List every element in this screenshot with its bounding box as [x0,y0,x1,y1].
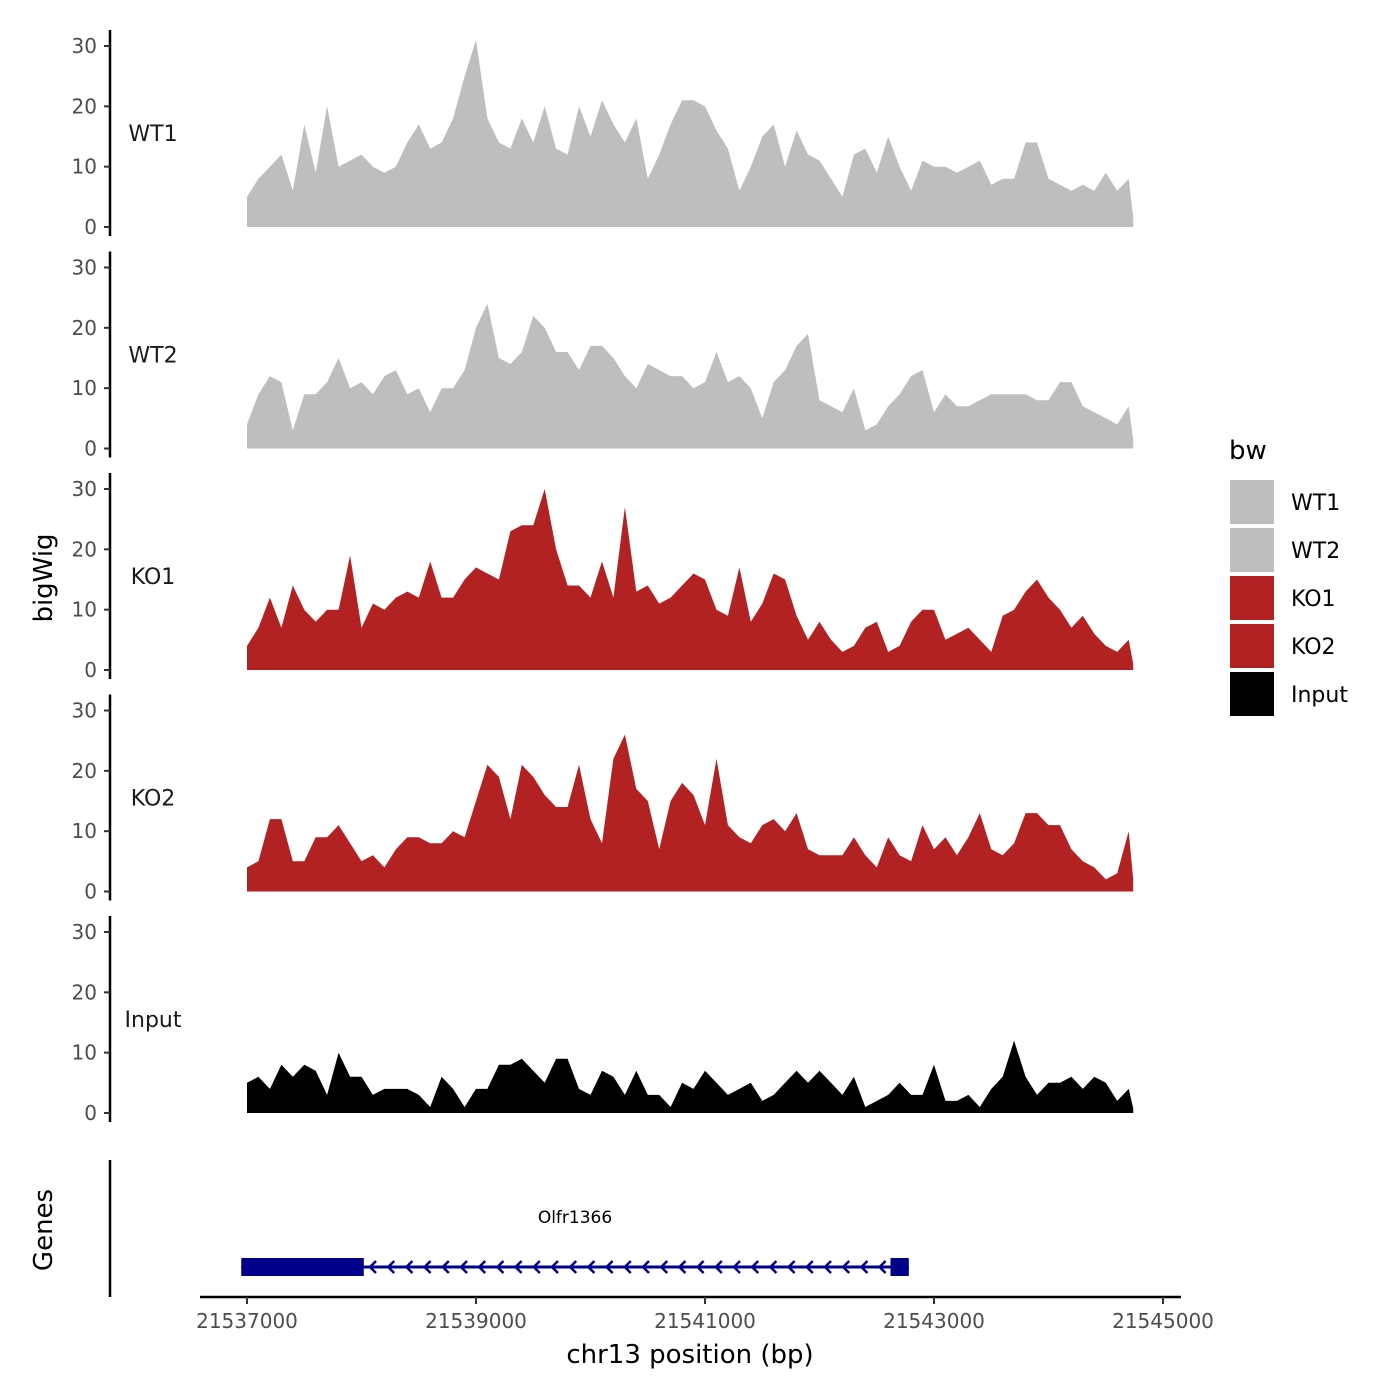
x-tick-label: 21537000 [196,1309,298,1333]
strand-arrow-icon [441,1260,450,1274]
track-panel-ko1: 0 10 20 30 KO1 [72,473,1134,682]
strand-arrow-icon [877,1260,887,1274]
strand-arrow-icon [386,1260,396,1274]
gene-track-title: Genes [29,1189,59,1271]
strand-arrow-icon [368,1260,377,1274]
strand-arrow-icon [659,1260,669,1274]
y-tick-label: 10 [72,376,97,400]
track-label: KO2 [131,787,176,812]
strand-arrow-icon [714,1260,723,1274]
strand-arrow-icon [823,1260,832,1274]
gene-label: Olfr1366 [538,1208,612,1228]
gene-exon [241,1258,364,1276]
y-tick-label: 20 [72,316,97,340]
y-tick-label: 10 [72,598,97,622]
strand-arrow-icon [768,1260,778,1274]
y-tick-label: 20 [72,537,97,561]
legend-key-wt2 [1230,528,1274,572]
strand-arrow-icon [568,1260,578,1274]
y-tick-label: 30 [72,34,97,58]
legend-label: KO2 [1291,635,1336,660]
legend-label: WT1 [1291,491,1340,516]
coverage-area-ko1 [247,489,1134,670]
legend-label: KO1 [1291,587,1336,612]
legend-label: Input [1291,683,1348,708]
track-panel-wt1: 0 10 20 30 WT1 [72,30,1134,239]
track-label: WT2 [128,344,177,369]
x-tick-label: 21545000 [1112,1309,1214,1333]
legend-key-ko1 [1230,576,1274,620]
strand-arrow-icon [786,1260,796,1274]
legend-key-wt1 [1230,480,1274,524]
x-tick-label: 21539000 [425,1309,527,1333]
strand-arrow-icon [477,1260,487,1274]
strand-arrow-icon [750,1260,760,1274]
track-panel-input: 0 10 20 30 Input [72,916,1134,1125]
gene-exon [890,1258,909,1276]
legend-label: WT2 [1291,539,1340,564]
track-label: Input [125,1008,182,1033]
y-tick-label: 20 [72,980,97,1004]
strand-arrow-icon [532,1260,541,1274]
x-tick-label: 21543000 [883,1309,985,1333]
track-label: WT1 [128,122,177,147]
strand-arrow-icon [641,1260,650,1274]
strand-arrow-icon [695,1260,705,1274]
y-tick-label: 20 [72,94,97,118]
coverage-area-input [247,1040,1134,1113]
y-tick-label: 30 [72,477,97,501]
strand-arrow-icon [404,1260,414,1274]
y-tick-label: 30 [72,699,97,723]
legend-key-input [1230,672,1274,716]
legend-title: bw [1229,436,1267,466]
y-tick-label: 0 [84,658,97,682]
strand-arrow-icon [732,1260,741,1274]
strand-arrow-icon [422,1260,432,1274]
strand-arrow-icon [841,1260,851,1274]
x-axis-title: chr13 position (bp) [566,1340,813,1370]
track-panel-wt2: 0 10 20 30 WT2 [72,251,1134,461]
track-label: KO1 [131,565,176,590]
strand-arrow-icon [586,1260,596,1274]
strand-arrow-icon [805,1260,814,1274]
y-tick-label: 30 [72,920,97,944]
y-tick-label: 10 [72,819,97,843]
strand-arrow-icon [513,1260,523,1274]
coverage-area-ko2 [247,734,1134,892]
strand-arrow-icon [677,1260,687,1274]
strand-arrow-icon [859,1260,869,1274]
x-tick-label: 21541000 [654,1309,756,1333]
y-tick-label: 20 [72,759,97,783]
y-tick-label: 0 [84,437,97,461]
y-tick-label: 0 [84,1101,97,1125]
y-axis-title: bigWig [29,533,59,622]
track-panel-ko2: 0 10 20 30 KO2 [72,694,1134,904]
legend: bw WT1 WT2 KO1 KO2 Input [1229,436,1348,716]
y-tick-label: 10 [72,1041,97,1065]
strand-arrow-icon [459,1260,468,1274]
coverage-area-wt1 [247,40,1134,227]
y-tick-label: 0 [84,880,97,904]
strand-arrow-icon [550,1260,559,1274]
legend-key-ko2 [1230,624,1274,668]
strand-arrow-icon [604,1260,614,1274]
strand-arrow-icon [623,1260,632,1274]
coverage-area-wt2 [247,303,1134,449]
y-tick-label: 0 [84,215,97,239]
y-tick-label: 10 [72,155,97,179]
strand-arrow-icon [495,1260,505,1274]
y-tick-label: 30 [72,256,97,280]
